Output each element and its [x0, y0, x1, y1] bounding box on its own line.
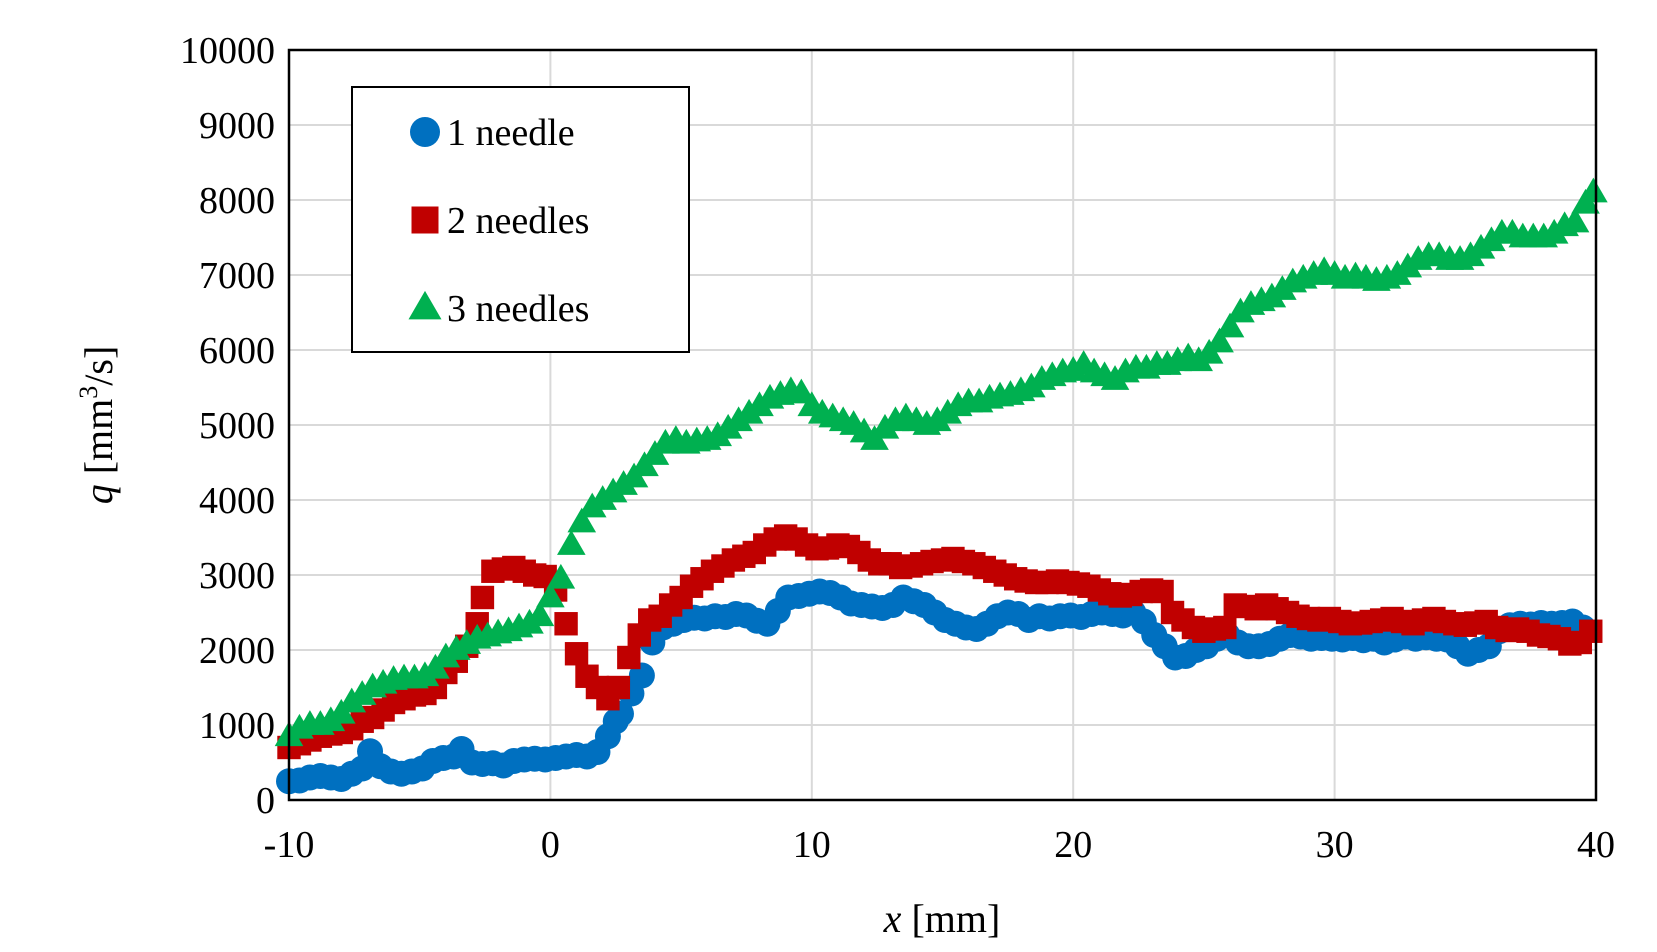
data-point-3-needles [525, 601, 555, 627]
data-point-2-needles [606, 675, 631, 700]
series-3-needles [274, 177, 1608, 747]
data-point-2-needles [564, 642, 589, 666]
y-tick-label: 7000 [199, 255, 275, 297]
legend: 1 needle 2 needles 3 needles [351, 86, 690, 353]
legend-marker-3-needles [408, 290, 442, 320]
x-tick-label: 20 [1054, 824, 1092, 866]
legend-label-2-needles: 2 needles [447, 200, 589, 242]
legend-marker-1-needle [410, 117, 440, 147]
x-tick-label: 30 [1316, 824, 1354, 866]
data-point-2-needles [1150, 579, 1174, 604]
data-point-2-needles [1579, 619, 1603, 643]
data-point-3-needles [1579, 177, 1608, 203]
axis-tick-labels: 0100020003000400050006000700080009000100… [180, 30, 1615, 866]
y-axis-title: q [mm3/s] [74, 346, 121, 505]
y-tick-label: 4000 [199, 480, 275, 522]
data-point-2-needles [470, 585, 495, 610]
data-point-3-needles [546, 563, 576, 589]
y-tick-label: 9000 [199, 105, 275, 147]
series-2-needles [277, 524, 1603, 760]
legend-label-1-needle: 1 needle [447, 112, 575, 154]
legend-label-3-needles: 3 needles [447, 288, 589, 330]
data-point-2-needles [465, 612, 489, 636]
y-tick-label: 10000 [180, 30, 275, 72]
legend-marker-2-needles [411, 206, 439, 234]
y-tick-label: 5000 [199, 405, 275, 447]
y-tick-label: 0 [256, 780, 275, 822]
data-point-2-needles [1213, 615, 1237, 640]
data-point-3-needles [1560, 207, 1590, 233]
data-point-3-needles [1215, 312, 1245, 338]
x-tick-label: 0 [541, 824, 560, 866]
data-point-3-needles [1205, 327, 1234, 353]
legend-box [351, 86, 690, 353]
data-point-3-needles [557, 530, 586, 555]
data-point-2-needles [617, 645, 641, 670]
x-tick-label: 10 [793, 824, 831, 866]
y-tick-label: 8000 [199, 180, 275, 222]
data-point-3-needles [567, 507, 597, 533]
data-series [274, 177, 1608, 795]
plot-area-border [287, 48, 1598, 802]
data-point-2-needles [554, 612, 578, 636]
data-point-3-needles [536, 582, 565, 608]
x-tick-label: -10 [264, 824, 315, 866]
y-tick-label: 1000 [199, 705, 275, 747]
y-tick-label: 6000 [199, 330, 275, 372]
y-tick-label: 2000 [199, 630, 275, 672]
legend-items: 1 needle 2 needles 3 needles [408, 112, 589, 330]
x-axis-title: x [mm] [883, 896, 1001, 941]
x-tick-label: 40 [1577, 824, 1615, 866]
y-tick-label: 3000 [199, 555, 275, 597]
